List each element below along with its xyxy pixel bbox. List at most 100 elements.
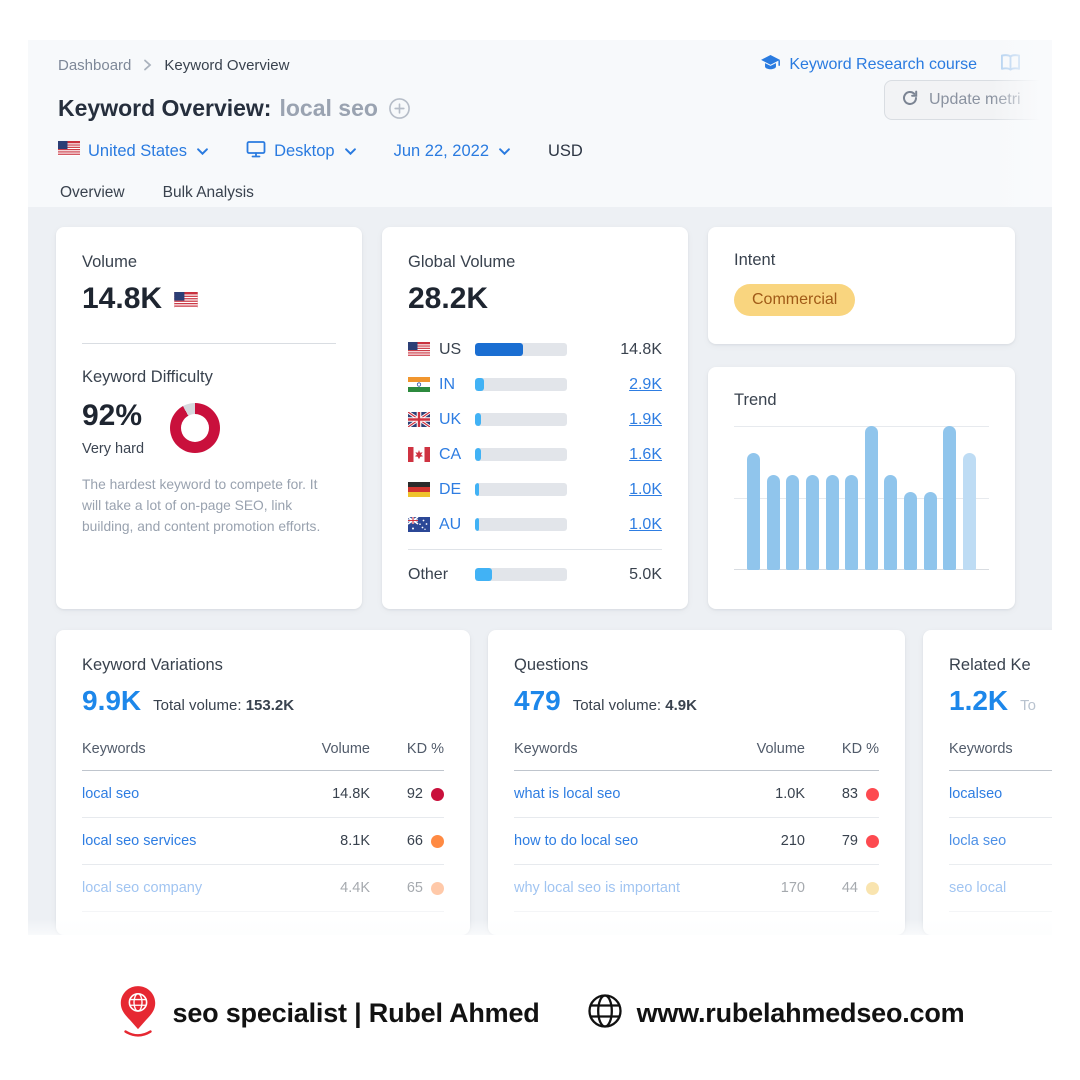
book-icon[interactable]	[999, 53, 1022, 77]
in-flag-icon	[408, 377, 430, 392]
dashboard-header: Dashboard Keyword Overview Keyword Resea…	[28, 40, 1052, 218]
global-volume-label: Global Volume	[408, 253, 516, 271]
divider	[408, 549, 662, 550]
location-pin-icon	[116, 983, 160, 1044]
keyword-link[interactable]: localseo	[949, 786, 1003, 802]
keyword-link[interactable]: local seo services	[82, 833, 197, 849]
global-volume-card: Global Volume 28.2K US 14.8K IN	[382, 227, 688, 609]
brand-block: seo specialist | Rubel Ahmed	[116, 983, 540, 1044]
other-label: Other	[408, 565, 449, 583]
global-volume-value: 28.2K	[408, 282, 489, 315]
questions-card: Questions 479 Total volume: 4.9K Keyword…	[488, 630, 905, 935]
difficulty-description: The hardest keyword to compete for. It w…	[82, 477, 321, 534]
keyword-research-course-link[interactable]: Keyword Research course	[760, 54, 977, 76]
trend-bar	[884, 474, 898, 570]
global-row-uk: UK 1.9K	[408, 402, 662, 437]
volume-card: Volume 14.8K Keyword Difficulty 92% Very…	[56, 227, 362, 609]
volume-bar	[475, 378, 567, 391]
trend-bar	[923, 492, 937, 570]
currency-label: USD	[548, 141, 583, 160]
country-code[interactable]: IN	[439, 375, 455, 393]
trend-bar	[845, 474, 859, 570]
gridline	[734, 426, 989, 427]
intent-badge[interactable]: Commercial	[734, 284, 856, 316]
graduation-cap-icon	[760, 54, 781, 76]
related-keywords-card: Related Ke 1.2K To Keywords localseo loc…	[923, 630, 1052, 935]
questions-count: 479	[514, 685, 561, 716]
table-header: Keywords	[949, 741, 1052, 771]
tab-bulk-analysis[interactable]: Bulk Analysis	[162, 184, 254, 201]
trend-bar	[943, 426, 957, 570]
breadcrumb-keyword-overview: Keyword Overview	[164, 56, 290, 74]
volume-label: Volume	[82, 253, 138, 271]
country-volume[interactable]: 1.9K	[629, 410, 662, 428]
country-volume[interactable]: 2.9K	[629, 375, 662, 393]
global-row-de: DE 1.0K	[408, 472, 662, 507]
kd-dot	[866, 834, 879, 848]
keyword-link[interactable]: seo local	[949, 880, 1007, 896]
volume-bar	[475, 518, 567, 531]
chevron-right-icon	[143, 59, 152, 71]
table-header: Keywords Volume KD %	[514, 741, 879, 771]
trend-bar	[805, 474, 819, 570]
keyword-link[interactable]: what is local seo	[514, 786, 621, 802]
date-selector[interactable]: Jun 22, 2022	[394, 142, 510, 161]
device-selector[interactable]: Desktop	[246, 140, 356, 163]
table-header: Keywords Volume KD %	[82, 741, 444, 771]
us-flag-icon	[58, 141, 80, 161]
table-row: locla seo	[949, 818, 1052, 865]
questions-total: Total volume: 4.9K	[572, 697, 697, 714]
intent-label: Intent	[734, 251, 776, 269]
trend-bar	[864, 426, 878, 570]
breadcrumb-dashboard[interactable]: Dashboard	[58, 56, 132, 74]
related-label: Related Ke	[949, 656, 1031, 674]
country-code[interactable]: DE	[439, 480, 462, 498]
globe-icon	[586, 992, 624, 1035]
table-row: what is local seo 1.0K 83	[514, 771, 879, 818]
keyword-link[interactable]: locla seo	[949, 833, 1007, 849]
us-flag-icon	[408, 342, 430, 357]
country-volume: 14.8K	[620, 340, 662, 358]
keyword-link[interactable]: why local seo is important	[514, 880, 681, 896]
uk-flag-icon	[408, 412, 430, 427]
circle-plus-icon[interactable]	[388, 97, 411, 120]
variations-label: Keyword Variations	[82, 656, 223, 674]
table-row: local seo 14.8K 92	[82, 771, 444, 818]
divider	[82, 343, 336, 344]
country-code[interactable]: CA	[439, 445, 462, 463]
keyword-link[interactable]: how to do local seo	[514, 833, 639, 849]
country-code[interactable]: AU	[439, 515, 462, 533]
page-title-row: Keyword Overview: local seo	[58, 90, 1022, 126]
country-selector[interactable]: United States	[58, 141, 208, 161]
country-volume[interactable]: 1.6K	[629, 445, 662, 463]
country-volume[interactable]: 1.0K	[629, 480, 662, 498]
keyword-overview-dashboard: Dashboard Keyword Overview Keyword Resea…	[28, 40, 1052, 935]
global-row-ca: CA 1.6K	[408, 437, 662, 472]
trend-bar	[766, 474, 780, 570]
volume-bar	[475, 413, 567, 426]
table-row: local seo company 4.4K 65	[82, 865, 444, 912]
trend-bar-chart	[734, 426, 989, 570]
keyword-link[interactable]: local seo	[82, 786, 140, 802]
keyword-link[interactable]: local seo company	[82, 880, 203, 896]
trend-bar	[786, 474, 800, 570]
volume-bar	[475, 343, 567, 356]
country-code: US	[439, 340, 462, 358]
website-url: www.rubelahmedseo.com	[636, 997, 965, 1028]
variations-count: 9.9K	[82, 685, 142, 716]
other-volume: 5.0K	[629, 565, 662, 583]
global-row-au: AU 1.0K	[408, 507, 662, 542]
footer-branding: seo specialist | Rubel Ahmed www.rubelah…	[0, 968, 1080, 1058]
filters-row: United States Desktop Jun 22, 2022 USD	[58, 138, 1022, 164]
update-metrics-button[interactable]: Update metri	[884, 80, 1052, 120]
global-row-in: IN 2.9K	[408, 367, 662, 402]
table-row: local seo services 8.1K 66	[82, 818, 444, 865]
country-volume[interactable]: 1.0K	[629, 515, 662, 533]
keyword-variations-card: Keyword Variations 9.9K Total volume: 15…	[56, 630, 470, 935]
country-code[interactable]: UK	[439, 410, 462, 428]
global-row-us: US 14.8K	[408, 332, 662, 367]
global-row-other: Other 5.0K	[408, 557, 662, 592]
questions-label: Questions	[514, 656, 589, 674]
ca-flag-icon	[408, 447, 430, 462]
